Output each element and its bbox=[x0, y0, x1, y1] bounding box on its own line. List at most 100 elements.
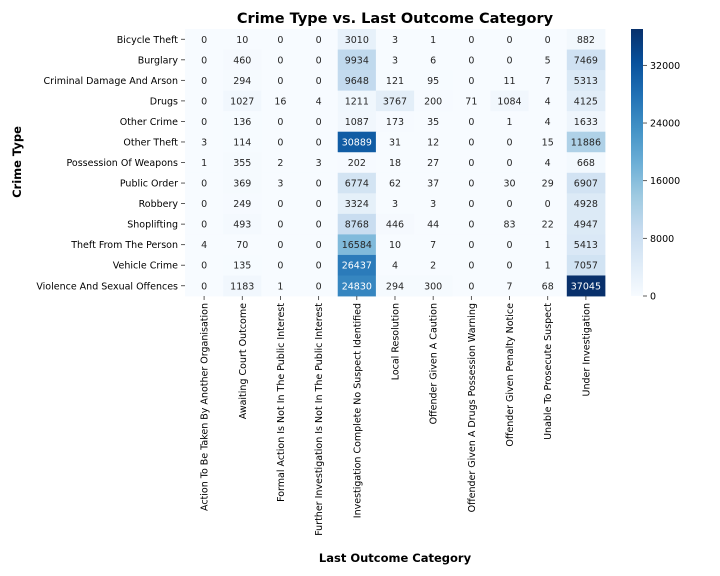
heatmap-cell bbox=[490, 131, 530, 153]
heatmap-cell-value: 0 bbox=[277, 137, 283, 148]
heatmap-cell bbox=[375, 29, 415, 50]
heatmap-cell-value: 0 bbox=[468, 240, 474, 251]
heatmap-cell-value: 0 bbox=[316, 55, 322, 66]
heatmap-cell-value: 9934 bbox=[345, 55, 369, 66]
colorbar: 0 8000 16000 24000 32000 bbox=[631, 29, 680, 303]
heatmap-cell-value: 3 bbox=[277, 179, 283, 190]
column-tick-label: Offender Given A Drugs Possession Warnin… bbox=[467, 303, 478, 512]
heatmap-cell bbox=[375, 131, 415, 153]
heatmap-cell-value: 12 bbox=[427, 137, 439, 148]
heatmap-cell bbox=[185, 70, 224, 92]
heatmap-cell-value: 7469 bbox=[574, 55, 598, 66]
heatmap-cell-value: 16 bbox=[274, 96, 286, 107]
heatmap-cell-value: 249 bbox=[233, 199, 251, 210]
heatmap-cell bbox=[452, 193, 491, 215]
heatmap-cell bbox=[375, 152, 415, 174]
heatmap-cell bbox=[452, 213, 491, 235]
heatmap-cell-value: 3 bbox=[392, 199, 398, 210]
heatmap-cell-value: 0 bbox=[277, 76, 283, 87]
heatmap-cell bbox=[261, 172, 300, 194]
heatmap-cell-value: 668 bbox=[577, 158, 595, 169]
heatmap-cell bbox=[375, 213, 415, 235]
heatmap-cell bbox=[299, 213, 339, 235]
heatmap-cell-value: 0 bbox=[316, 179, 322, 190]
heatmap-cell-value: 3 bbox=[392, 55, 398, 66]
heatmap-cell bbox=[528, 254, 568, 276]
heatmap-cell bbox=[414, 29, 453, 50]
heatmap-cell bbox=[528, 275, 568, 297]
heatmap-cell bbox=[566, 70, 606, 92]
heatmap-cell bbox=[528, 70, 568, 92]
heatmap-cell bbox=[299, 49, 339, 71]
heatmap-cell-value: 0 bbox=[201, 261, 207, 272]
colorbar-tick-label: 32000 bbox=[650, 61, 680, 72]
heatmap-cell-value: 37045 bbox=[571, 281, 601, 292]
heatmap-cell bbox=[185, 29, 224, 50]
heatmap-cell-value: 8768 bbox=[345, 220, 369, 231]
heatmap-cell bbox=[223, 275, 262, 297]
heatmap-cell bbox=[223, 131, 262, 153]
heatmap-cell bbox=[490, 254, 530, 276]
heatmap-cell bbox=[528, 234, 568, 256]
heatmap-cell bbox=[299, 152, 339, 174]
heatmap-cell bbox=[185, 152, 224, 174]
heatmap-cell-value: 27 bbox=[427, 158, 439, 169]
column-tick-label: Offender Given Penalty Notice bbox=[505, 303, 516, 447]
heatmap-cell bbox=[452, 90, 491, 112]
heatmap-cell-value: 202 bbox=[348, 158, 366, 169]
heatmap-cell bbox=[261, 90, 300, 112]
heatmap-cell bbox=[223, 254, 262, 276]
row-tick-label: Public Order bbox=[120, 179, 178, 190]
heatmap-cell-value: 71 bbox=[465, 96, 477, 107]
heatmap-cell-value: 0 bbox=[507, 55, 513, 66]
heatmap-cell bbox=[299, 29, 339, 50]
heatmap-cell-value: 1 bbox=[277, 281, 283, 292]
heatmap-cell-value: 0 bbox=[201, 96, 207, 107]
heatmap-cell-value: 135 bbox=[233, 261, 251, 272]
row-tick-label: Bicycle Theft bbox=[117, 35, 179, 46]
heatmap-cell bbox=[452, 29, 491, 50]
heatmap-cell-value: 0 bbox=[316, 199, 322, 210]
heatmap-cell bbox=[452, 275, 491, 297]
heatmap-cell bbox=[337, 193, 377, 215]
heatmap-cell bbox=[261, 213, 300, 235]
heatmap-cell bbox=[185, 90, 224, 112]
heatmap-cell bbox=[490, 275, 530, 297]
row-tick-label: Theft From The Person bbox=[70, 240, 178, 251]
heatmap-cell bbox=[528, 213, 568, 235]
heatmap-cell bbox=[337, 254, 377, 276]
row-tick-label: Other Theft bbox=[123, 137, 178, 148]
heatmap-cell-value: 200 bbox=[424, 96, 442, 107]
heatmap-cell-value: 1 bbox=[430, 35, 436, 46]
heatmap-cell bbox=[299, 234, 339, 256]
heatmap-cell bbox=[261, 111, 300, 133]
heatmap-cell bbox=[261, 254, 300, 276]
heatmap-cell bbox=[299, 254, 339, 276]
heatmap-cell bbox=[414, 193, 453, 215]
heatmap-cell bbox=[490, 234, 530, 256]
heatmap-cell-value: 0 bbox=[277, 220, 283, 231]
column-tick-label: Action To Be Taken By Another Organisati… bbox=[200, 303, 211, 511]
column-tick-label: Local Resolution bbox=[390, 303, 401, 380]
y-axis-label: Crime Type bbox=[10, 126, 24, 198]
heatmap-cell-value: 4947 bbox=[574, 220, 598, 231]
heatmap-cell-value: 3767 bbox=[383, 96, 407, 107]
heatmap-cell bbox=[261, 70, 300, 92]
heatmap-cell-value: 0 bbox=[468, 158, 474, 169]
heatmap-cell bbox=[299, 70, 339, 92]
heatmap-cell bbox=[490, 213, 530, 235]
heatmap-cell-value: 16584 bbox=[342, 240, 372, 251]
heatmap-cell bbox=[185, 254, 224, 276]
heatmap-cell bbox=[299, 90, 339, 112]
heatmap-cell-value: 0 bbox=[201, 117, 207, 128]
heatmap-cell bbox=[528, 172, 568, 194]
heatmap-cell bbox=[414, 111, 453, 133]
heatmap-cell-value: 35 bbox=[427, 117, 439, 128]
heatmap-cell-value: 22 bbox=[542, 220, 554, 231]
heatmap-cell bbox=[375, 193, 415, 215]
heatmap-cell bbox=[528, 111, 568, 133]
heatmap-cell bbox=[566, 111, 606, 133]
row-tick-label: Violence And Sexual Offences bbox=[36, 281, 178, 292]
heatmap-cell bbox=[337, 152, 377, 174]
